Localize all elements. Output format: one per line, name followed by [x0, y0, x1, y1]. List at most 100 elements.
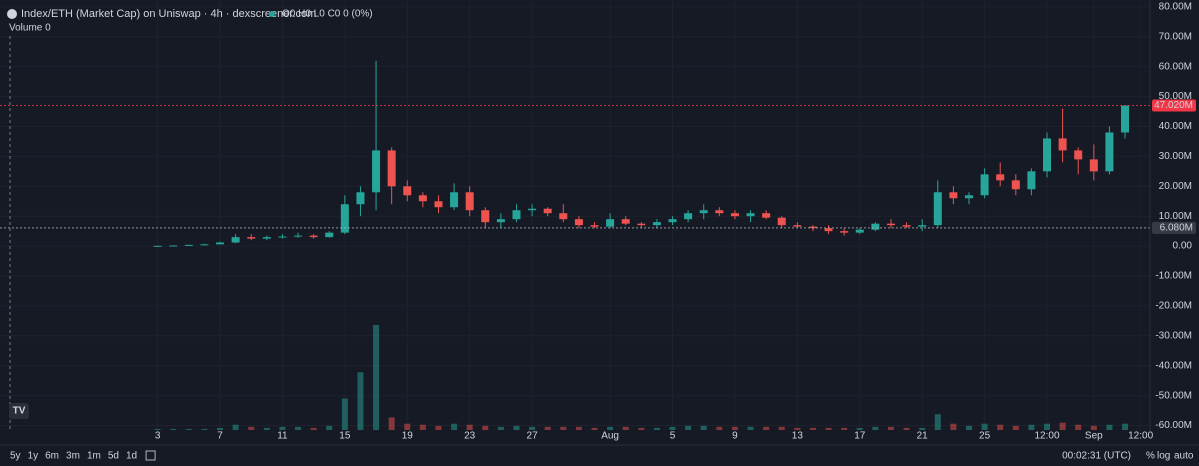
price-label: 47.020M — [1154, 100, 1193, 111]
volume-bar — [1090, 425, 1097, 430]
volume-bar — [778, 426, 785, 430]
plot-area — [0, 36, 1150, 430]
auto-button[interactable]: auto — [1174, 451, 1194, 462]
candle-body — [278, 236, 287, 238]
range-button[interactable]: 1m — [87, 451, 101, 462]
candle-body — [169, 245, 178, 247]
x-tick-label: 9 — [732, 431, 738, 442]
candle-body — [886, 223, 895, 226]
candle-body — [964, 195, 973, 199]
candle-body — [231, 237, 240, 243]
percent-button[interactable]: % — [1146, 451, 1155, 462]
y-tick-label: 40.00M — [1159, 121, 1192, 132]
y-tick-label: -60.00M — [1155, 420, 1192, 431]
candle-body — [387, 150, 396, 187]
range-button[interactable]: 3m — [66, 451, 80, 462]
y-tick-label: -10.00M — [1155, 271, 1192, 282]
candle-body — [559, 213, 568, 220]
candle-body — [309, 235, 318, 238]
y-tick-label: 20.00M — [1159, 181, 1192, 192]
candle-body — [450, 192, 459, 208]
volume-bar — [841, 427, 848, 430]
volume-bar — [529, 426, 536, 430]
volume-bar — [154, 428, 161, 430]
candle-body — [980, 174, 989, 196]
price-label: 6.080M — [1160, 223, 1193, 234]
price-axis-panel — [1150, 0, 1199, 432]
candle-body — [746, 213, 755, 217]
x-tick-label: 15 — [339, 431, 351, 442]
range-button[interactable]: 1d — [126, 451, 137, 462]
volume-bar — [638, 427, 645, 430]
volume-bar — [700, 425, 707, 430]
candle-body — [372, 150, 381, 193]
candle-body — [262, 237, 271, 239]
x-tick-label: Aug — [601, 431, 619, 442]
candle-body — [247, 237, 256, 239]
candle-body — [1105, 132, 1114, 172]
range-button[interactable]: 6m — [45, 451, 59, 462]
range-button[interactable]: 1y — [28, 451, 39, 462]
volume-bar — [419, 424, 426, 430]
candle-body — [699, 210, 708, 214]
volume-bar — [1044, 423, 1051, 430]
candle-body — [1074, 150, 1083, 160]
volume-bar — [825, 427, 832, 430]
x-tick-label: 25 — [979, 431, 991, 442]
volume-bar — [170, 428, 177, 430]
x-tick-label: 5 — [670, 431, 676, 442]
volume-bar — [560, 426, 567, 430]
candle-body — [637, 223, 646, 226]
volume-bar — [1075, 424, 1082, 430]
candle-body — [153, 245, 162, 247]
candle-body — [949, 192, 958, 199]
volume-bar — [326, 425, 333, 430]
candle-body — [496, 219, 505, 223]
y-tick-label: -30.00M — [1155, 330, 1192, 341]
volume-bar — [997, 424, 1004, 430]
y-tick-label: 80.00M — [1159, 2, 1192, 13]
volume-bar — [1106, 424, 1113, 430]
y-tick-label: 10.00M — [1159, 211, 1192, 222]
candle-body — [621, 219, 630, 224]
date-range-icon[interactable] — [145, 450, 156, 461]
volume-bar — [575, 426, 582, 430]
candle-body — [808, 226, 817, 229]
candle-body — [340, 204, 349, 233]
volume-bar — [919, 427, 926, 430]
y-tick-label: 30.00M — [1159, 151, 1192, 162]
candle-body — [590, 225, 599, 227]
candle-body — [606, 219, 615, 227]
price-label-box — [1152, 221, 1196, 234]
candle-body — [871, 223, 880, 230]
volume-bar — [513, 425, 520, 430]
volume-bar — [669, 426, 676, 430]
toolbar: 5y 1y 6m 3m 1m 5d 1d — [10, 450, 156, 462]
volume-bar — [981, 423, 988, 430]
candle-body — [793, 225, 802, 227]
x-tick-label: 3 — [155, 431, 161, 442]
candle-body — [824, 228, 833, 232]
volume-bar — [622, 426, 629, 430]
range-button[interactable]: 5d — [108, 451, 119, 462]
x-tick-label: 12:00 — [1128, 431, 1153, 442]
candle-body — [1027, 171, 1036, 190]
candle-body — [933, 192, 942, 226]
candle-body — [528, 208, 537, 211]
volume-bar — [341, 398, 348, 430]
volume-bar — [1028, 424, 1035, 430]
tv-logo — [9, 403, 29, 419]
volume-bar — [607, 426, 614, 430]
range-button[interactable]: 5y — [10, 451, 21, 462]
log-button[interactable]: log — [1157, 451, 1170, 462]
candle-body — [418, 195, 427, 202]
x-tick-label: 11 — [277, 431, 288, 442]
volume-bar — [716, 426, 723, 430]
volume-bar — [856, 427, 863, 430]
y-tick-label: 0.00 — [1173, 241, 1193, 252]
candle-body — [216, 242, 225, 245]
volume-bar — [404, 423, 411, 430]
volume-bar — [1059, 422, 1066, 430]
volume-bar — [279, 426, 286, 430]
